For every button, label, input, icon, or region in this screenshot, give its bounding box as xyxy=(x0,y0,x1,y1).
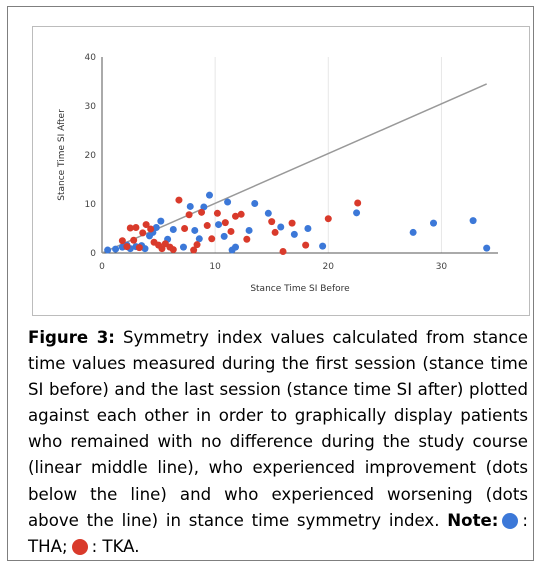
tka-point xyxy=(302,241,310,249)
tka-point xyxy=(142,221,150,229)
note-label: Note: xyxy=(447,510,499,530)
tha-point xyxy=(232,243,240,251)
tka-point xyxy=(190,246,198,254)
tka-point xyxy=(126,224,134,232)
y-tick-label: 10 xyxy=(85,200,97,210)
tha-point xyxy=(104,246,112,254)
y-tick-label: 0 xyxy=(90,249,96,259)
x-tick-label: 10 xyxy=(209,262,221,272)
tka-point xyxy=(268,218,276,226)
tka-point xyxy=(158,245,166,253)
y-tick-label: 40 xyxy=(85,53,97,63)
chart-panel: 0 10 20 30 0 10 20 30 40 Stance Time SI Before Sta… xyxy=(32,26,530,316)
tka-point xyxy=(227,227,235,235)
tha-point xyxy=(264,209,272,217)
figure-frame: 0 10 20 30 0 10 20 30 40 Stance Time SI Before Sta… xyxy=(7,6,534,561)
y-axis-title: Stance Time SI After xyxy=(57,109,67,201)
tha-point xyxy=(112,245,120,253)
tka-point xyxy=(198,208,206,216)
caption-label: Figure 3: xyxy=(28,328,115,347)
tha-point xyxy=(191,226,199,234)
tha-point xyxy=(245,226,253,234)
tha-point xyxy=(251,200,259,208)
tka-point xyxy=(181,225,189,232)
tha-point xyxy=(186,202,194,210)
y-tick-label: 30 xyxy=(85,102,97,112)
tka-point xyxy=(132,224,140,232)
tha-point xyxy=(277,223,285,231)
tha-point xyxy=(169,225,177,233)
tka-point xyxy=(169,246,177,254)
tha-point xyxy=(290,230,298,238)
x-tick-label: 30 xyxy=(436,262,448,272)
tha-point xyxy=(483,244,491,252)
tha-point xyxy=(220,232,228,240)
tka-point xyxy=(213,209,221,217)
tha-point xyxy=(224,198,232,206)
x-axis-title: Stance Time SI Before xyxy=(250,284,350,294)
tha-point xyxy=(469,217,477,225)
tka-point xyxy=(147,225,155,233)
x-tick-label: 0 xyxy=(99,262,105,272)
tha-point xyxy=(179,243,187,251)
tha-point xyxy=(215,221,223,229)
tka-point xyxy=(208,235,216,243)
tka-point xyxy=(123,243,131,251)
tka-point xyxy=(354,199,362,207)
x-tick-label: 20 xyxy=(323,262,335,272)
tka-point xyxy=(271,228,279,236)
tka-point xyxy=(135,244,143,252)
tha-point xyxy=(157,217,165,225)
tka-point xyxy=(185,211,193,219)
tka-point xyxy=(237,210,245,218)
tka-point xyxy=(288,219,296,227)
tka-point xyxy=(324,215,332,223)
tha-point xyxy=(200,203,208,211)
figure-caption: Figure 3: Symmetry index values calculat… xyxy=(28,325,528,560)
scatter-chart: 0 10 20 30 0 10 20 30 40 Stance Time SI Before Sta… xyxy=(57,53,498,294)
tka-point xyxy=(279,248,287,256)
tka-point xyxy=(203,222,211,230)
tka-point xyxy=(118,237,126,245)
caption-text: Symmetry index values calculated from st… xyxy=(28,328,528,530)
tka-point xyxy=(139,229,147,237)
tha-point xyxy=(304,225,312,232)
tha-point xyxy=(141,245,149,253)
tka-point xyxy=(221,219,229,227)
tha-point xyxy=(195,235,203,243)
tka-point xyxy=(232,212,240,220)
tka-point xyxy=(193,241,201,249)
tha-point xyxy=(152,224,160,232)
tha-point xyxy=(409,228,417,236)
tka-point xyxy=(130,236,138,244)
tha-point xyxy=(205,191,213,199)
legend-tha-label: : THA; xyxy=(28,510,528,556)
tha-point xyxy=(319,242,327,250)
y-tick-label: 20 xyxy=(85,151,97,161)
tha-point xyxy=(430,219,438,227)
tha-point xyxy=(353,209,361,217)
tka-point xyxy=(243,235,251,243)
tha-legend-dot xyxy=(502,512,519,529)
reference-line xyxy=(101,83,487,254)
legend-tka-label: : TKA. xyxy=(91,536,140,556)
tka-legend-dot xyxy=(71,538,88,555)
tka-point xyxy=(175,196,183,204)
